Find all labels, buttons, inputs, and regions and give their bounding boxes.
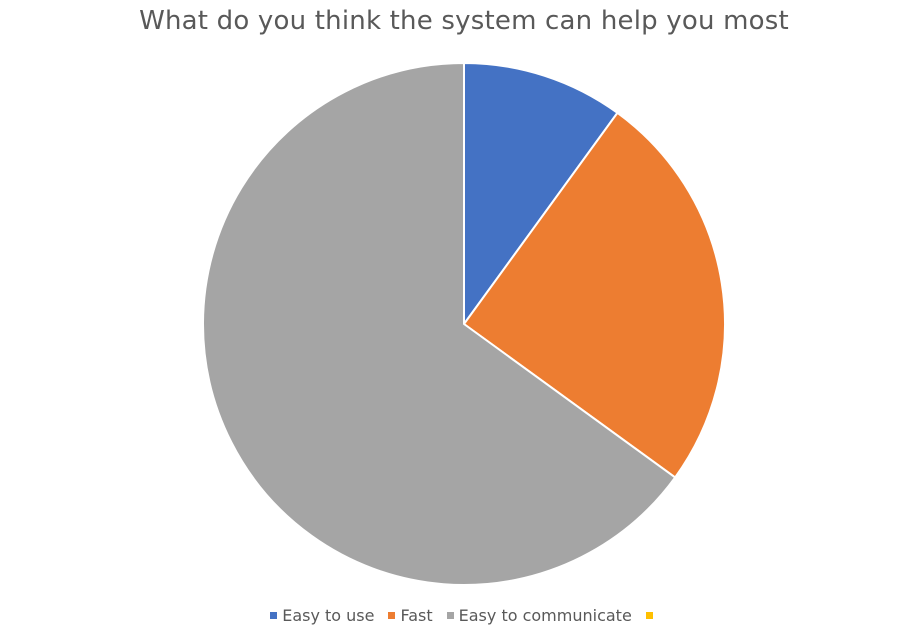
legend-swatch: [446, 612, 454, 619]
legend-label: Easy to use: [282, 606, 375, 625]
pie-chart: [202, 62, 726, 586]
chart-legend: Easy to use Fast Easy to communicate: [0, 606, 901, 625]
legend-label: Easy to communicate: [458, 606, 632, 625]
legend-item-entry-3: [645, 612, 658, 619]
legend-swatch: [388, 612, 396, 619]
pie-slice-easy-to-communicate: [202, 62, 677, 586]
pie-slice-fast: [463, 111, 726, 479]
legend-swatch: [270, 612, 278, 619]
chart-title: What do you think the system can help yo…: [139, 6, 789, 36]
title-area: What do you think the system can help yo…: [0, 0, 901, 44]
pie-slice-easy-to-use: [463, 62, 619, 325]
legend-label: Fast: [400, 606, 433, 625]
legend-item-easy-to-use: Easy to use: [270, 606, 374, 625]
legend-area: Easy to use Fast Easy to communicate: [0, 600, 901, 634]
legend-item-fast: Fast: [388, 606, 433, 625]
legend-item-easy-to-communicate: Easy to communicate: [446, 606, 632, 625]
legend-swatch: [645, 612, 653, 619]
